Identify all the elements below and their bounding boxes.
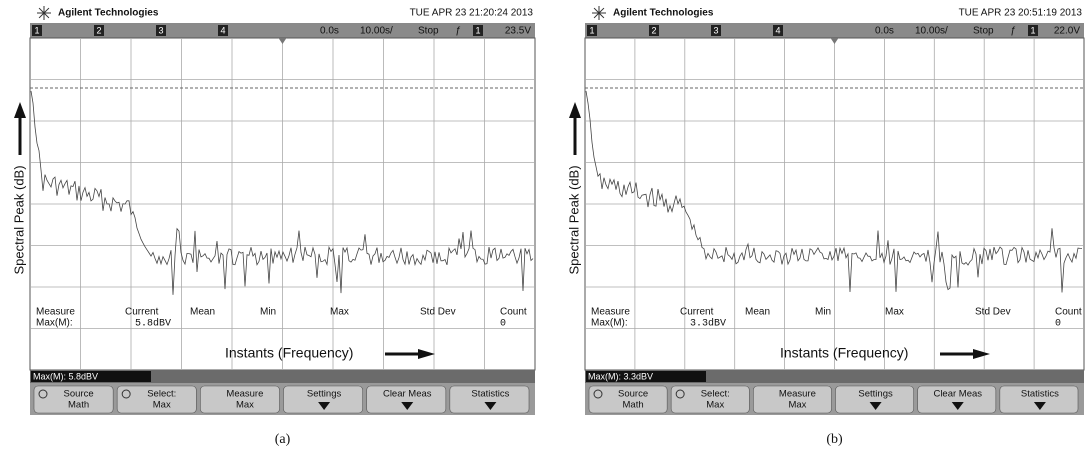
measure-header: Max [330, 307, 349, 318]
measure-header: Measure [36, 307, 75, 318]
measure-header: Max [885, 307, 904, 318]
channel-number: 3 [713, 25, 718, 35]
trigger-level: 22.0V [1054, 26, 1080, 37]
softkey-label: Statistics [1021, 389, 1059, 400]
run-state: Stop [973, 26, 994, 37]
measure-header: Std Dev [975, 307, 1011, 318]
status-text: Max(M): 5.8dBV [33, 371, 98, 381]
trigger-slope: ƒ [455, 26, 461, 37]
caption: (a) [275, 432, 291, 447]
measure-header: Measure [591, 307, 630, 318]
channel-number: 1 [589, 25, 594, 35]
x-axis-label: Instants (Frequency) [225, 345, 353, 361]
softkey-label: Select: [701, 389, 730, 400]
softkey-label: Source [64, 389, 94, 400]
softkey-label: Max [788, 400, 806, 411]
timebase: 10.00s/ [915, 26, 948, 37]
caption: (b) [826, 432, 843, 447]
softkey-label: Max [706, 400, 724, 411]
y-arrow-head [14, 102, 26, 118]
softkey-label: Select: [147, 389, 176, 400]
status-text: Max(M): 3.3dBV [588, 371, 653, 381]
channel-number: 2 [96, 25, 101, 35]
softkey-label: Measure [226, 389, 263, 400]
trigger-level: 23.5V [505, 26, 531, 37]
channel-number: 4 [220, 25, 225, 35]
channel-number: 4 [775, 25, 780, 35]
softkey-label: Measure [779, 389, 816, 400]
trigger-channel: 1 [1030, 25, 1035, 35]
measure-header: Current [125, 307, 159, 318]
timebase: 10.00s/ [360, 26, 393, 37]
measure-header: Min [815, 307, 831, 318]
y-arrow-head [569, 102, 581, 118]
run-state: Stop [418, 26, 439, 37]
figure: Agilent Technologies TUE APR 23 21:20:24 … [0, 0, 1085, 460]
delay: 0.0s [875, 26, 894, 37]
measure-header: Mean [745, 307, 770, 318]
softkey-label: Math [623, 400, 644, 411]
timestamp: TUE APR 23 20:51:19 2013 [959, 8, 1083, 19]
softkey-label: Clear Meas [933, 389, 982, 400]
brand: Agilent Technologies [613, 8, 714, 19]
softkey-label: Clear Meas [383, 389, 432, 400]
measure-count: 0 [500, 319, 506, 330]
measure-name: Max(M): [36, 318, 73, 329]
measure-header: Current [680, 307, 714, 318]
logo [592, 6, 606, 20]
measure-header: Std Dev [420, 307, 456, 318]
scope-screen: Agilent Technologies TUE APR 23 21:20:24 … [11, 4, 535, 447]
channel-number: 3 [158, 25, 163, 35]
measure-count: 0 [1055, 319, 1061, 330]
softkey-label: Max [153, 400, 171, 411]
softkey-label: Settings [307, 389, 342, 400]
measure-header: Count [500, 307, 527, 318]
measure-header: Min [260, 307, 276, 318]
measure-name: Max(M): [591, 318, 628, 329]
y-axis-label: Spectral Peak (dB) [11, 165, 26, 274]
softkey-label: Source [618, 389, 648, 400]
x-axis-label: Instants (Frequency) [780, 345, 908, 361]
y-axis-label: Spectral Peak (dB) [566, 165, 581, 274]
logo [37, 6, 51, 20]
softkey-label: Math [68, 400, 89, 411]
measure-header: Count [1055, 307, 1082, 318]
delay: 0.0s [320, 26, 339, 37]
channel-number: 1 [34, 25, 39, 35]
measure-current: 5.8dBV [135, 318, 171, 330]
timestamp: TUE APR 23 21:20:24 2013 [410, 8, 534, 19]
softkey-label: Settings [858, 389, 893, 400]
softkey-label: Max [236, 400, 254, 411]
trigger-channel: 1 [475, 25, 480, 35]
trigger-slope: ƒ [1010, 26, 1016, 37]
softkey-label: Statistics [471, 389, 509, 400]
channel-number: 2 [651, 25, 656, 35]
measure-current: 3.3dBV [690, 318, 726, 330]
brand: Agilent Technologies [58, 8, 159, 19]
measure-header: Mean [190, 307, 215, 318]
scope-screen: Agilent Technologies TUE APR 23 20:51:19 … [566, 4, 1084, 447]
